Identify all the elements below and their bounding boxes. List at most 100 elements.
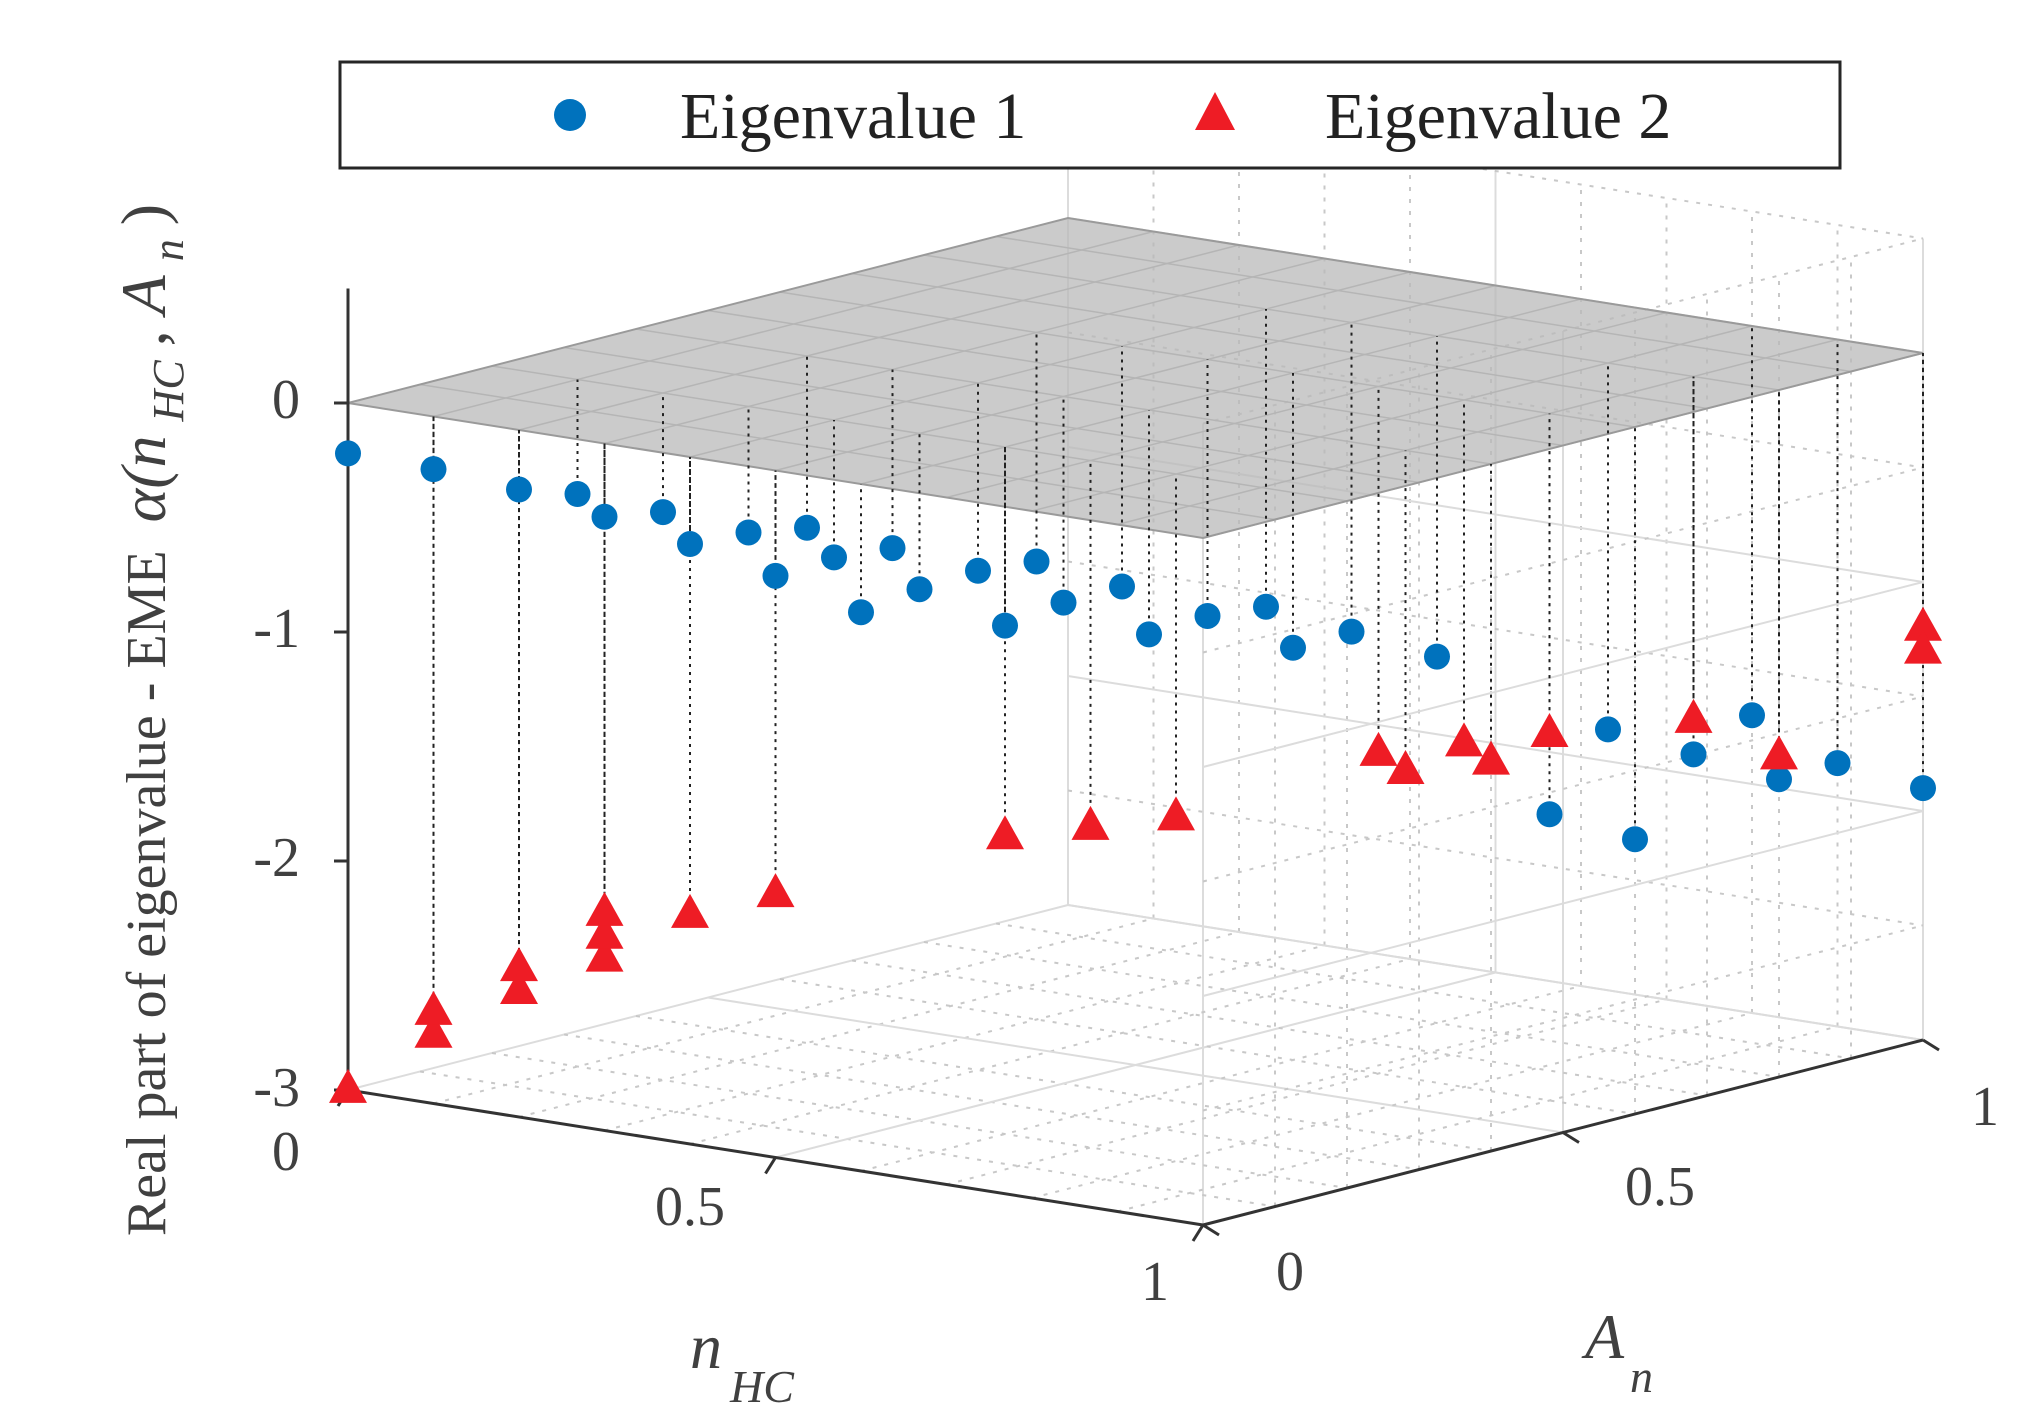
grid-line bbox=[860, 985, 1582, 1172]
marker-circle bbox=[1536, 801, 1563, 828]
x-axis-label: n HC bbox=[690, 1311, 795, 1412]
marker-circle bbox=[879, 535, 906, 562]
chart-axes bbox=[334, 288, 1940, 1242]
marker-triangle bbox=[1386, 750, 1425, 785]
z-tick-labels: 0 0.5 1 bbox=[1276, 1076, 1999, 1303]
marker-circle bbox=[1109, 573, 1135, 600]
legend-box bbox=[338, 60, 1842, 170]
grid-line bbox=[1202, 466, 1924, 654]
data-markers bbox=[329, 440, 1942, 1103]
marker-circle bbox=[1424, 643, 1450, 670]
marker-circle bbox=[1622, 826, 1648, 853]
marker-triangle bbox=[1071, 805, 1110, 840]
marker-circle bbox=[506, 476, 532, 503]
marker-circle bbox=[1136, 621, 1162, 648]
marker-triangle bbox=[585, 914, 624, 949]
marker-circle bbox=[1280, 634, 1306, 661]
grid-line bbox=[1202, 924, 1924, 1112]
legend-label-2: Eigenvalue 2 bbox=[1325, 80, 1671, 153]
marker-triangle bbox=[1530, 713, 1569, 748]
marker-triangle bbox=[1157, 796, 1195, 831]
marker-circle bbox=[965, 557, 991, 584]
marker-circle bbox=[1595, 716, 1621, 743]
marker-circle bbox=[677, 531, 703, 558]
grid-line bbox=[604, 944, 1325, 1132]
grid-line bbox=[1031, 1012, 1753, 1199]
marker-triangle bbox=[1760, 735, 1798, 770]
y-axis-label-text: Real part of eigenvalue - EME bbox=[116, 550, 178, 1236]
y-axis-sub-n: n bbox=[144, 239, 193, 261]
grid-line bbox=[1117, 1025, 1838, 1213]
marker-triangle bbox=[1472, 740, 1510, 775]
marker-circle bbox=[1253, 593, 1279, 620]
z-tick-label: 1 bbox=[1971, 1076, 1999, 1138]
marker-circle bbox=[1050, 589, 1077, 616]
marker-triangle bbox=[414, 990, 453, 1025]
y-axis-label: Real part of eigenvalue - EME α(n HC , A… bbox=[108, 204, 193, 1236]
z-axis-label: A n bbox=[1581, 1301, 1653, 1402]
y-tick-label: -2 bbox=[253, 827, 300, 889]
marker-triangle bbox=[500, 969, 538, 1004]
x-tick-labels: 0 0.5 1 bbox=[272, 1121, 1169, 1313]
grid-line bbox=[518, 931, 1240, 1118]
marker-triangle bbox=[500, 947, 538, 982]
x-tick-label: 1 bbox=[1141, 1251, 1169, 1313]
grid-line bbox=[946, 998, 1667, 1186]
z-tick bbox=[1922, 1038, 1940, 1052]
marker-triangle bbox=[671, 893, 709, 928]
marker-circle bbox=[591, 503, 618, 530]
z-axis-label-sub: n bbox=[1630, 1351, 1653, 1402]
y-axis-sub-hc: HC bbox=[144, 360, 193, 423]
marker-triangle bbox=[585, 891, 624, 926]
x-axis-label-main: n bbox=[690, 1311, 722, 1382]
grid-line bbox=[1202, 581, 1924, 768]
marker-circle bbox=[762, 562, 789, 589]
x-tick bbox=[1191, 1224, 1205, 1242]
legend: Eigenvalue 1 Eigenvalue 2 bbox=[338, 60, 1842, 170]
x-tick-label: 0.5 bbox=[655, 1176, 725, 1238]
marker-triangle bbox=[414, 1013, 453, 1048]
marker-triangle bbox=[1445, 722, 1483, 757]
marker-circle bbox=[1338, 618, 1365, 645]
marker-circle bbox=[1680, 741, 1707, 768]
marker-circle bbox=[992, 612, 1018, 639]
marker-circle bbox=[650, 499, 676, 526]
y-axis-close: ) bbox=[108, 204, 179, 225]
y-tick-label: 0 bbox=[272, 369, 300, 431]
marker-triangle bbox=[329, 1068, 367, 1103]
legend-marker-circle bbox=[554, 99, 586, 131]
marker-circle bbox=[1766, 766, 1792, 793]
y-axis-alpha: α(n bbox=[108, 435, 179, 522]
grid-line bbox=[851, 959, 1708, 1097]
grid-line bbox=[779, 978, 1636, 1115]
y-tick-labels: 0 -1 -2 -3 bbox=[253, 369, 300, 1119]
grid-line bbox=[707, 996, 1564, 1134]
x-tick-label: 0 bbox=[272, 1121, 300, 1183]
y-tick-label: -3 bbox=[253, 1057, 300, 1119]
grid-line bbox=[1202, 695, 1924, 883]
marker-triangle bbox=[1674, 698, 1713, 733]
marker-circle bbox=[794, 514, 820, 541]
z-axis-label-main: A bbox=[1581, 1301, 1625, 1372]
z-tick-label: 0.5 bbox=[1625, 1156, 1695, 1218]
marker-circle bbox=[1824, 750, 1851, 777]
grid-line bbox=[1067, 560, 1924, 698]
grid-line bbox=[1202, 810, 1924, 997]
grid-line bbox=[1067, 904, 1924, 1041]
marker-circle bbox=[906, 576, 933, 603]
grid-line bbox=[689, 958, 1411, 1145]
grid-line bbox=[995, 922, 1852, 1060]
marker-circle bbox=[1739, 702, 1765, 729]
marker-triangle bbox=[1904, 629, 1942, 664]
y-axis-comma: , bbox=[108, 314, 179, 346]
x-tick bbox=[764, 1156, 777, 1175]
x-axis-label-sub: HC bbox=[729, 1361, 795, 1412]
grid-line bbox=[923, 941, 1780, 1078]
marker-triangle bbox=[585, 937, 624, 972]
marker-triangle bbox=[1359, 731, 1398, 766]
legend-label-1: Eigenvalue 1 bbox=[680, 80, 1026, 153]
marker-circle bbox=[564, 481, 591, 507]
marker-circle bbox=[1194, 602, 1221, 629]
z-tick-label: 0 bbox=[1276, 1241, 1304, 1303]
